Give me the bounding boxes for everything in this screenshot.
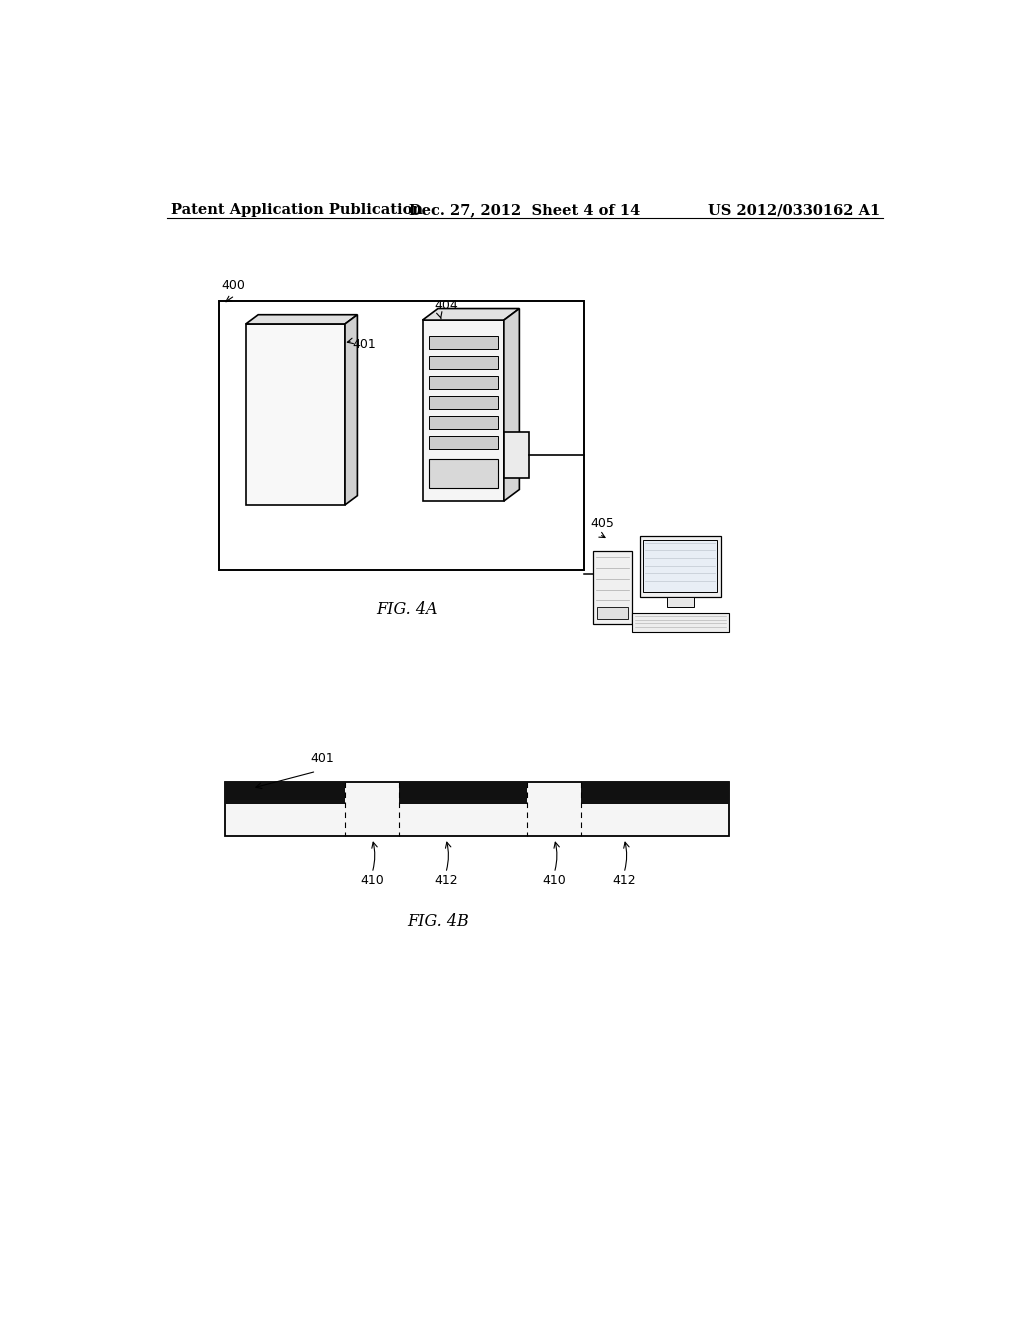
Text: FIG. 4A: FIG. 4A — [376, 601, 437, 618]
Polygon shape — [423, 309, 519, 321]
Text: 412: 412 — [434, 874, 458, 887]
Bar — [597, 607, 628, 619]
Polygon shape — [240, 330, 339, 511]
Text: Patent Application Publication: Patent Application Publication — [171, 203, 423, 216]
Bar — [225, 781, 729, 836]
Polygon shape — [504, 309, 519, 502]
Bar — [219, 301, 584, 570]
Bar — [504, 432, 528, 478]
Text: 405: 405 — [591, 517, 614, 531]
Text: 401: 401 — [352, 338, 377, 351]
Text: FIG. 4B: FIG. 4B — [408, 913, 469, 931]
Text: Dec. 27, 2012  Sheet 4 of 14: Dec. 27, 2012 Sheet 4 of 14 — [410, 203, 640, 216]
Bar — [225, 781, 345, 804]
Bar — [429, 376, 498, 389]
Text: 400: 400 — [221, 280, 245, 293]
Bar — [643, 540, 717, 591]
Bar — [429, 355, 498, 370]
Text: 404: 404 — [434, 300, 458, 313]
Text: 401: 401 — [310, 752, 334, 766]
Bar — [429, 335, 498, 350]
Bar — [593, 552, 632, 624]
Bar — [399, 781, 527, 804]
Text: 410: 410 — [543, 874, 566, 887]
Bar — [667, 597, 693, 607]
Bar — [429, 436, 498, 450]
Bar — [429, 459, 498, 488]
Bar — [429, 416, 498, 429]
Polygon shape — [345, 314, 357, 506]
Text: 412: 412 — [612, 874, 636, 887]
Bar — [423, 321, 504, 502]
Bar — [632, 612, 729, 632]
Bar — [429, 396, 498, 409]
Polygon shape — [246, 323, 345, 506]
Text: US 2012/0330162 A1: US 2012/0330162 A1 — [708, 203, 880, 216]
Polygon shape — [246, 314, 357, 323]
Bar — [582, 781, 729, 804]
Text: 410: 410 — [360, 874, 384, 887]
Bar — [640, 536, 721, 597]
